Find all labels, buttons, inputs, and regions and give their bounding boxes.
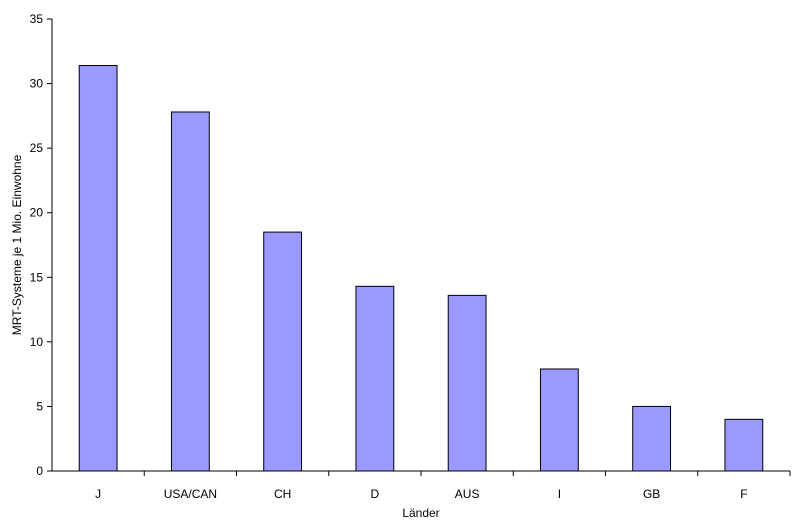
y-tick-label: 25	[30, 141, 44, 155]
y-tick-label: 5	[36, 399, 43, 413]
bar-ch	[263, 231, 303, 472]
y-tick-label: 0	[36, 464, 43, 478]
bars-group	[78, 64, 764, 472]
x-tick-label: J	[95, 487, 101, 501]
x-tick-label: D	[371, 487, 380, 501]
y-tick-label: 20	[30, 206, 44, 220]
bar-i	[539, 368, 579, 472]
y-tick-label: 15	[30, 270, 44, 284]
bar-usa-can	[170, 111, 210, 472]
bar-gb	[632, 405, 672, 472]
x-tick-label: USA/CAN	[164, 487, 217, 501]
x-tick-label: GB	[643, 487, 660, 501]
x-tick-label: AUS	[455, 487, 480, 501]
bar-d	[355, 285, 395, 472]
x-tick-label: CH	[274, 487, 291, 501]
y-ticks-group: 0 5 10 15 20 25 30 35	[30, 12, 52, 478]
y-tick-label: 10	[30, 335, 44, 349]
x-ticks-group: J USA/CAN CH D AUS I GB F	[95, 471, 791, 501]
x-axis-title: Länder	[402, 506, 439, 520]
axes-group	[51, 19, 790, 472]
x-tick-label: I	[558, 487, 561, 501]
bar-aus	[447, 294, 487, 472]
bar-j	[78, 64, 118, 472]
x-tick-label: F	[740, 487, 747, 501]
y-tick-label: 30	[30, 77, 44, 91]
y-axis-title: MRT-Systeme je 1 Mio. Einwohne	[10, 154, 24, 335]
bar-f	[724, 418, 764, 472]
y-tick-label: 35	[30, 12, 44, 26]
